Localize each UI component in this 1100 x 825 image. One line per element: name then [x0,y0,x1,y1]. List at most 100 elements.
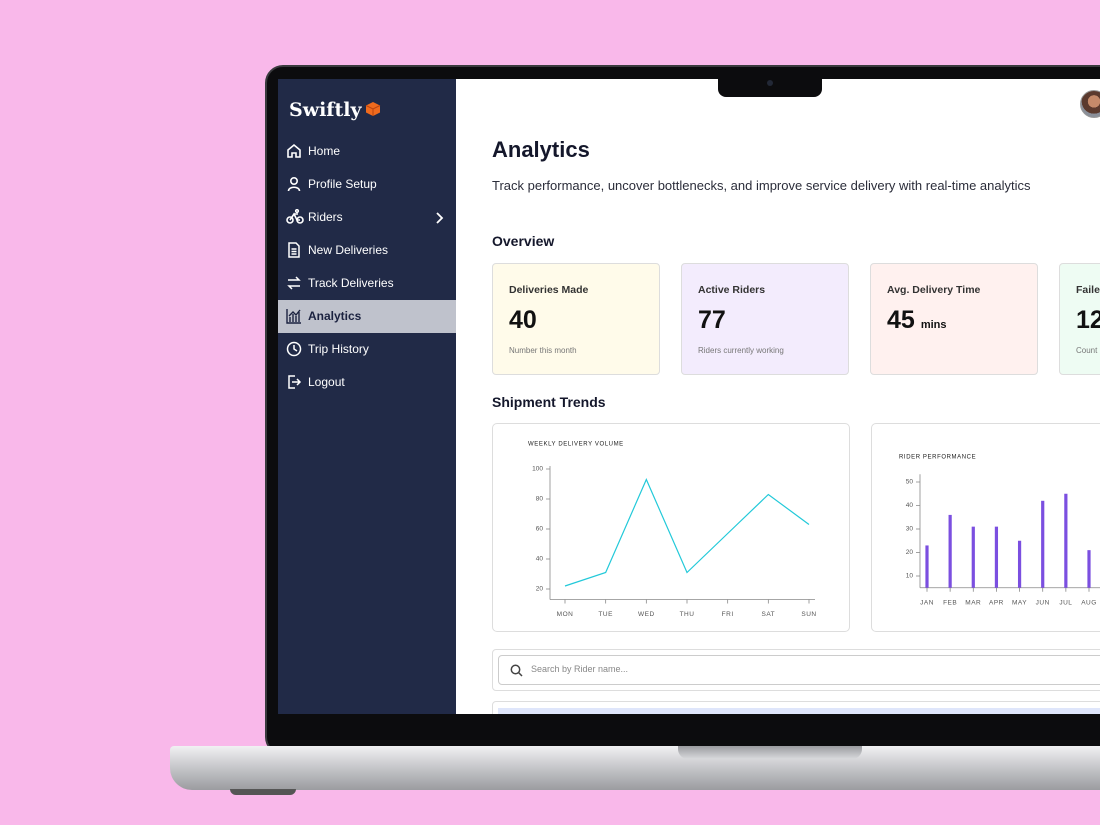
section-title: Shipment Trends [492,394,606,410]
x-tick-label: WED [638,611,655,618]
menu-label: New Deliveries [308,243,389,257]
x-tick-label: FEB [943,599,957,606]
bar [1041,500,1045,588]
stat-label: Avg. Delivery Time [887,284,981,296]
chevron [436,212,444,224]
camera-notch [718,79,822,97]
x-tick-label: SUN [801,611,816,618]
bar [1064,493,1068,588]
icon-search [510,664,523,677]
menu-item[interactable]: Logout [278,366,456,399]
bar [971,526,975,588]
stat-note: Number this month [509,346,577,355]
x-tick-label: TUE [598,611,613,618]
logo-text: Swiftly [289,99,362,121]
laptop-base [170,746,1100,790]
search-container [492,649,1100,691]
sidebar: Swiftly Home Profile Setup Riders New De… [278,79,456,714]
x-tick-label: JUL [1059,599,1072,606]
bar-chart: RIDER PERFORMANCE 10 20 30 40 50 JAN FEB MAR APR M… [899,455,1100,606]
icon-transfer [287,276,301,290]
stat-value: 77 [698,306,726,334]
stat-label: Faile [1076,284,1100,296]
page-subtitle: Track performance, uncover bottlenecks, … [492,178,1031,193]
line-chart: WEEKLY DELIVERY VOLUME 20 40 60 80 100 MON TUE W… [528,442,816,619]
logo-icon [365,102,380,116]
x-tick-label: JUN [1036,599,1050,606]
x-tick-label: AUG [1081,599,1097,606]
chart-title: RIDER PERFORMANCE [899,455,976,461]
screen: Swiftly Home Profile Setup Riders New De… [278,79,1100,714]
icon-analytics [286,309,301,324]
icon-clock [286,341,302,357]
menu-item[interactable]: Trip History [278,333,456,366]
stat-unit: mins [920,319,947,331]
section-title: Overview [492,233,555,249]
menu-item-active[interactable]: Analytics [278,300,456,333]
x-tick-label: JAN [920,599,934,606]
y-tick-label: 50 [906,479,914,486]
icon-home [287,143,301,158]
stat-label: Deliveries Made [509,284,589,296]
y-tick-label: 100 [532,466,543,473]
menu-label: Logout [308,375,345,389]
y-tick-label: 60 [536,526,544,533]
bar [1017,540,1022,588]
stat-value: 45 [887,306,915,334]
table-header [492,701,1100,714]
bar [925,545,929,588]
menu-item[interactable]: Track Deliveries [278,267,456,300]
x-tick-label: APR [989,599,1004,606]
bar [994,526,999,588]
chart-card: RIDER PERFORMANCE 10 20 30 40 50 JAN FEB MAR APR M… [871,423,1100,632]
table-header-fill [498,708,1100,714]
x-tick-label: MAY [1012,599,1027,606]
menu-label: Track Deliveries [308,276,394,290]
y-tick-label: 40 [906,502,914,509]
search-placeholder: Search by Rider name... [531,664,629,674]
page-title: Analytics [492,137,590,162]
menu-label: Profile Setup [308,177,377,191]
bar [1087,550,1091,588]
icon-document [288,242,300,258]
y-tick-label: 20 [906,549,914,556]
avatar[interactable] [1080,90,1100,118]
menu-label: Home [308,144,341,158]
bar [948,514,952,588]
data-line [564,478,810,587]
stat-value-wrap: 45 mins [887,306,947,335]
chart-card: WEEKLY DELIVERY VOLUME 20 40 60 80 100 MON TUE W… [492,423,850,632]
stat-card: Faile 12 Count [1059,263,1100,375]
stat-card: Avg. Delivery Time 45 mins [870,263,1038,375]
x-tick-label: SAT [761,611,775,618]
menu-item[interactable]: Riders [278,201,456,234]
menu-label: Riders [308,210,343,224]
laptop-groove [678,746,862,759]
y-tick-label: 40 [536,556,544,563]
menu-item[interactable]: New Deliveries [278,234,456,267]
icon-profile [287,176,301,192]
camera [767,80,773,86]
logo: Swiftly [289,99,381,121]
y-tick-label: 30 [906,526,914,533]
stat-card: Deliveries Made 40 Number this month [492,263,660,375]
laptop-foot [230,789,296,795]
y-tick-label: 10 [906,573,914,580]
stat-note: Count [1076,346,1098,355]
menu-label: Analytics [308,309,362,323]
stat-value: 12 [1076,306,1100,334]
menu-item[interactable]: Home [278,135,456,168]
x-tick-label: MON [557,611,574,618]
stat-value: 40 [509,306,537,334]
chart-title: WEEKLY DELIVERY VOLUME [528,442,624,448]
menu-item[interactable]: Profile Setup [278,168,456,201]
stat-card: Active Riders 77 Riders currently workin… [681,263,849,375]
x-tick-label: THU [680,611,695,618]
y-tick-label: 80 [536,496,544,503]
icon-logout [288,375,302,389]
stat-label: Active Riders [698,284,766,296]
y-tick-label: 20 [536,586,544,593]
search-input[interactable]: Search by Rider name... [498,655,1100,685]
